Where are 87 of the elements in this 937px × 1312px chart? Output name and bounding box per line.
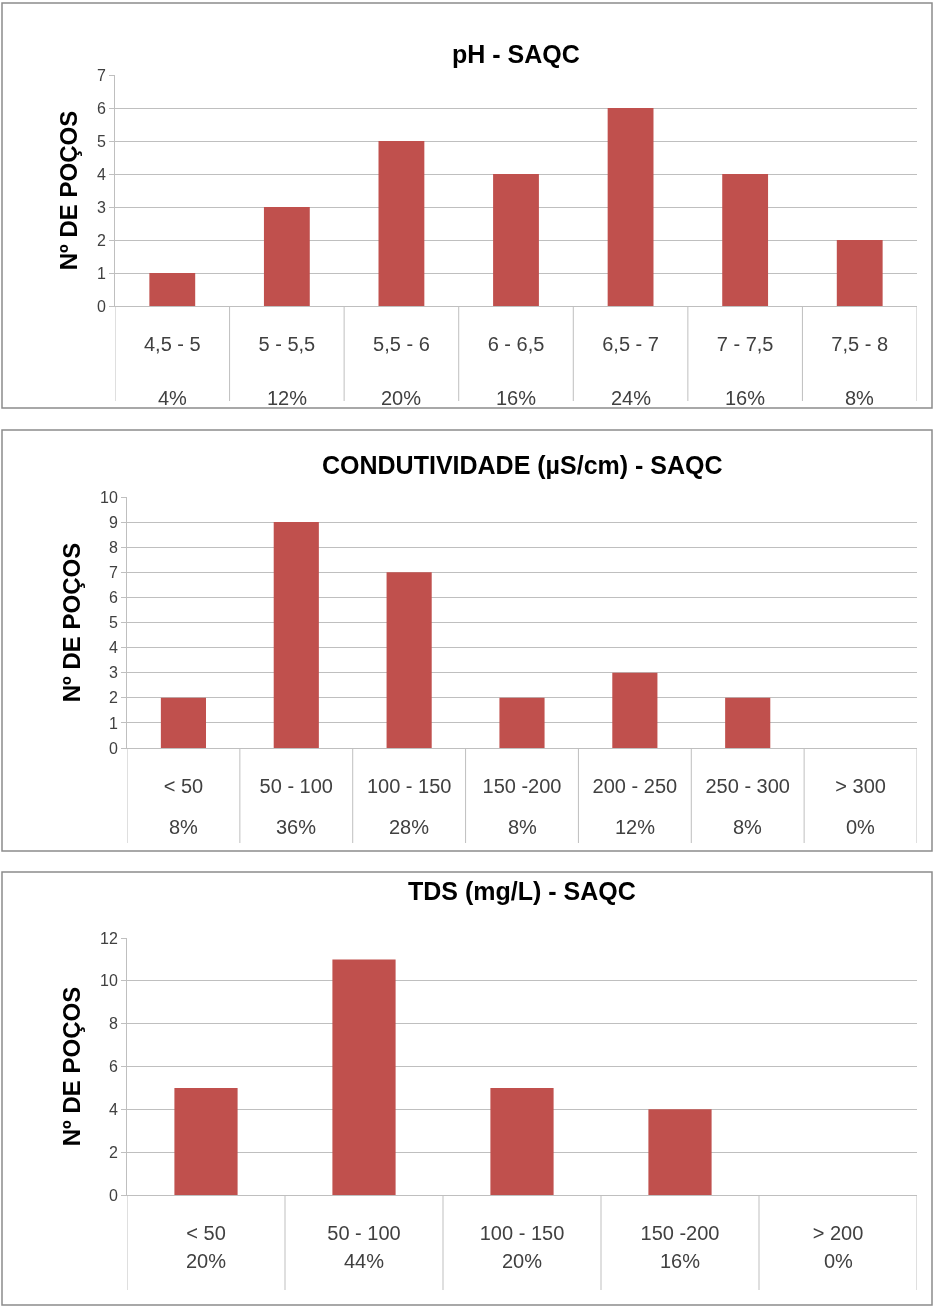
x-tick-label: 5,5 - 6 [373, 333, 430, 355]
x-tick-label: 150 -200 [640, 1222, 720, 1244]
y-tick-label: 0 [108, 1186, 118, 1204]
text: 44% [344, 1250, 385, 1272]
bar [493, 174, 539, 306]
y-tick-label: 7 [108, 563, 118, 581]
text: 16% [496, 387, 537, 409]
bar [174, 1087, 238, 1195]
y-tick-label: 5 [96, 132, 106, 150]
x-tick-label: > 300 [835, 775, 886, 797]
y-tick-label: 6 [108, 589, 118, 606]
chart-title: CONDUTIVIDADE (µS/cm) - SAQC [322, 451, 723, 479]
x-tick-label: < 50 [186, 1222, 226, 1244]
y-tick-label: 2 [108, 689, 118, 707]
x-tick-label: 6,5 - 7 [602, 333, 659, 355]
text: 20% [186, 1250, 227, 1272]
y-tick-label: 6 [96, 99, 106, 117]
y-tick-label: 1 [96, 264, 106, 282]
bar [263, 207, 310, 306]
y-tick-label: 4 [108, 1100, 118, 1118]
y-tick-label: 7 [96, 66, 106, 84]
text: 36% [276, 816, 317, 838]
x-tick-label: 7,5 - 8 [831, 333, 889, 355]
x-tick-label: 50 - 100 [327, 1222, 401, 1244]
y-tick-label: 10 [100, 972, 118, 990]
y-tick-label: 4 [108, 639, 118, 657]
y-tick-label: 8 [108, 1015, 118, 1033]
text: 8% [169, 816, 199, 838]
x-tick-label: 5 - 5,5 [258, 333, 316, 355]
x-tick-label: 7 - 7,5 [716, 333, 774, 355]
y-axis-title: Nº DE POÇOS [58, 986, 86, 1147]
x-tick-label: 50 - 100 [259, 775, 333, 797]
y-tick-label: 9 [108, 513, 118, 531]
text: 8% [733, 816, 763, 838]
bar [499, 697, 545, 748]
bar [160, 697, 206, 748]
text: 16% [725, 387, 766, 409]
y-tick-label: 0 [96, 297, 106, 315]
y-tick-label: 2 [96, 231, 106, 249]
bar [607, 108, 654, 306]
bar [725, 697, 771, 748]
y-tick-label: 3 [96, 198, 106, 216]
y-axis-title: Nº DE POÇOS [58, 542, 86, 703]
bar [722, 174, 769, 306]
text: 12% [615, 816, 656, 838]
text: 0% [846, 816, 876, 838]
y-tick-label: 5 [108, 614, 118, 632]
x-tick-label: 200 - 250 [592, 775, 678, 797]
y-axis-title: Nº DE POÇOS [54, 110, 82, 271]
x-tick-label: 100 - 150 [366, 775, 452, 797]
bar [836, 240, 883, 306]
text: 16% [660, 1250, 701, 1272]
text: 4% [158, 387, 188, 409]
text: 24% [611, 387, 652, 409]
y-tick-label: 2 [108, 1143, 118, 1161]
x-tick-label: 250 - 300 [705, 775, 790, 797]
text: 0% [824, 1250, 854, 1272]
y-tick-label: 12 [100, 929, 118, 947]
bar [149, 273, 196, 306]
text: 28% [389, 816, 430, 838]
y-tick-label: 10 [100, 488, 118, 506]
text: 8% [508, 816, 538, 838]
y-tick-label: 6 [108, 1058, 118, 1076]
chart-title: pH - SAQC [452, 40, 580, 68]
x-tick-label: > 200 [812, 1222, 864, 1244]
chart-title: TDS (mg/L) - SAQC [408, 877, 636, 905]
text: 20% [502, 1250, 543, 1272]
x-tick-label: 150 -200 [482, 775, 562, 797]
text: 20% [381, 387, 422, 409]
bar [612, 672, 658, 748]
bar [378, 141, 425, 306]
bar [332, 959, 396, 1195]
text: 12% [267, 387, 308, 409]
y-tick-label: 1 [108, 714, 118, 732]
y-tick-label: 8 [108, 538, 118, 556]
bar [273, 522, 319, 748]
x-tick-label: 4,5 - 5 [143, 333, 201, 355]
bar [648, 1109, 712, 1195]
bar [490, 1087, 554, 1195]
y-tick-label: 3 [108, 664, 118, 682]
y-tick-label: 0 [108, 739, 118, 757]
x-tick-label: 100 - 150 [479, 1222, 565, 1244]
bar [386, 572, 432, 748]
text: 8% [845, 387, 875, 409]
x-tick-label: 6 - 6,5 [487, 333, 545, 355]
x-tick-label: < 50 [163, 775, 204, 797]
y-tick-label: 4 [96, 165, 106, 183]
